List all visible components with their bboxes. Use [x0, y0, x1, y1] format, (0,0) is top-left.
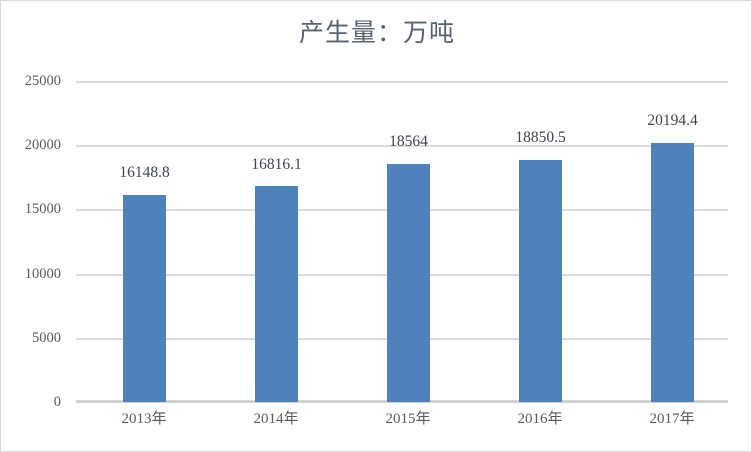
bar-2017[interactable] [651, 142, 694, 402]
bar-slot-2013: 16148.8 [119, 81, 170, 402]
y-axis-tick-labels: 25000 20000 15000 10000 5000 0 [1, 74, 69, 409]
bar-value-label-2017: 20194.4 [647, 112, 698, 130]
y-tick-label: 15000 [24, 201, 61, 218]
y-tick-label: 10000 [24, 265, 61, 282]
bar-slot-2017: 20194.4 [647, 81, 698, 402]
bar-2016[interactable] [519, 159, 562, 402]
bar-2015[interactable] [387, 163, 430, 402]
x-tick-label-2017: 2017年 [649, 411, 695, 427]
bar-value-label-2016: 18850.5 [515, 129, 566, 147]
bar-2013[interactable] [123, 194, 166, 402]
x-tick-label-2016: 2016年 [517, 411, 563, 427]
y-tick-label: 20000 [24, 136, 61, 153]
x-tick-label-2014: 2014年 [253, 411, 299, 427]
x-tick-label-2013: 2013年 [121, 411, 167, 427]
bar-slot-2015: 18564 [387, 81, 430, 402]
x-tick-label-2015: 2015年 [385, 411, 431, 427]
y-tick-label: 25000 [24, 72, 61, 89]
bar-value-label-2013: 16148.8 [119, 164, 170, 182]
y-tick-label: 0 [53, 393, 61, 410]
gridline-25000 [76, 81, 728, 83]
bar-2014[interactable] [255, 186, 298, 402]
x-axis-tick-labels: 2013年 2014年 2015年 2016年 2017年 [76, 409, 728, 435]
chart-title: 产生量：万吨 [298, 20, 455, 47]
bar-slot-2014: 16816.1 [251, 81, 302, 402]
bar-value-label-2014: 16816.1 [251, 155, 302, 173]
bar-series: 16148.8 16816.1 18564 18850.5 20194.4 [76, 81, 728, 402]
bar-value-label-2015: 18564 [389, 133, 428, 151]
y-tick-label: 5000 [32, 329, 61, 346]
bar-slot-2016: 18850.5 [515, 81, 566, 402]
gridline-20000 [76, 145, 728, 148]
